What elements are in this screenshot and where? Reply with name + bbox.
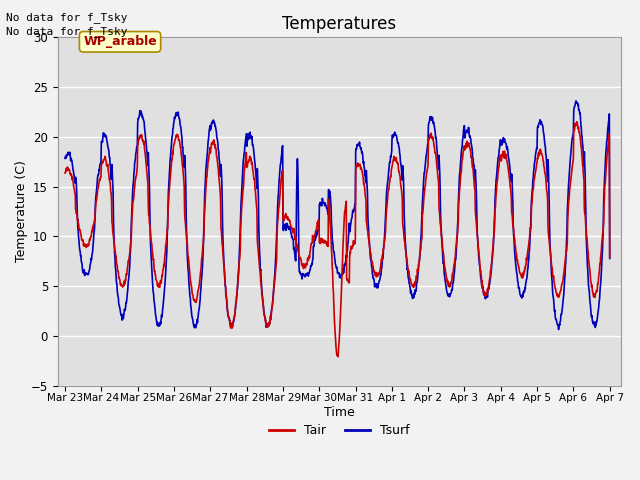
Y-axis label: Temperature (C): Temperature (C) [15,160,28,263]
Text: No data for f_Tsky: No data for f_Tsky [6,12,128,23]
Legend: Tair, Tsurf: Tair, Tsurf [264,419,414,442]
Text: No data for f_Tsky: No data for f_Tsky [6,26,128,37]
Text: WP_arable: WP_arable [83,36,157,48]
Title: Temperatures: Temperatures [282,15,396,33]
X-axis label: Time: Time [324,406,355,419]
